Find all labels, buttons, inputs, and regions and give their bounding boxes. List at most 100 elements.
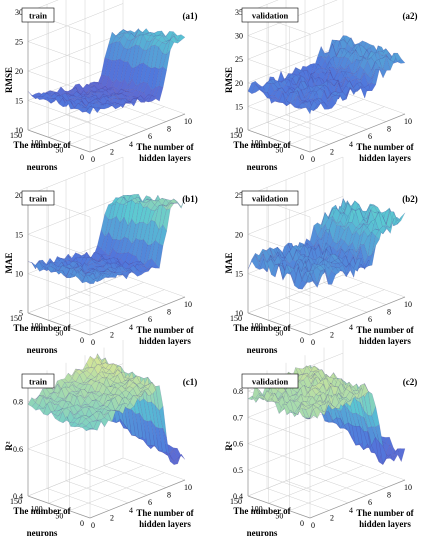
z-tick-label: 35 [235,8,243,17]
y-tick-label: 0 [80,336,84,345]
y-axis-label: neurons [247,345,278,355]
y-tick-label: 150 [10,314,22,323]
axis-h [309,296,406,336]
legend-label: train [29,194,47,204]
axis-n [247,495,311,519]
y-tick-label: 100 [31,504,43,513]
y-axis-label: The number of [233,323,291,333]
z-tick-label: 30 [235,32,243,41]
z-tick-label: 15 [15,230,23,239]
z-tick-label: 0.4 [233,492,243,501]
x-tick-label: 4 [349,506,353,515]
box-edges-b1 [27,195,186,336]
legend-label: validation [252,194,289,204]
y-tick-label: 50 [55,146,63,155]
panel-tag: (a1) [183,11,198,21]
y-axis-label: neurons [247,528,278,538]
legend-label: validation [252,11,289,21]
x-tick-label: 4 [129,506,133,515]
box-edges-a1 [27,12,186,153]
surface-a1 [27,28,186,115]
y-tick-label: 150 [230,497,242,506]
x-tick-label: 10 [404,483,412,492]
z-tick-label: 15 [235,270,243,279]
x-tick-label: 2 [110,330,114,339]
x-tick-label: 0 [91,338,95,347]
z-axis-label: RMSE [224,67,234,93]
panel-tag: (a2) [403,11,418,21]
legend-label: train [29,377,47,387]
z-tick-label: 15 [15,97,23,106]
y-tick-label: 0 [300,153,304,162]
surface-facet [378,211,387,228]
surface-facet [397,58,406,64]
panel-tag: (c1) [183,377,198,387]
x-tick-label: 0 [311,521,315,530]
x-axis-label: The number of [356,508,414,518]
box-edges-c2 [247,378,406,519]
y-tick-label: 50 [275,512,283,521]
axis-n [27,129,91,153]
y-tick-label: 150 [10,497,22,506]
x-tick-label: 2 [110,513,114,522]
x-tick-label: 2 [330,330,334,339]
y-axis-label: The number of [233,506,291,516]
x-tick-label: 8 [387,491,391,500]
y-tick-label: 100 [251,504,263,513]
legend-box [241,373,299,389]
z-tick-label: 25 [235,55,243,64]
y-axis-label: neurons [247,162,278,172]
surface-facet [397,448,406,463]
y-axis-label: neurons [27,528,58,538]
y-tick-label: 150 [10,131,22,140]
axis-h [309,113,406,153]
legend-box [241,190,299,206]
y-tick-label: 100 [31,138,43,147]
surface-facet [153,30,163,40]
legend-box [21,190,55,206]
surface-facet [177,197,186,209]
surface-facet [123,29,131,32]
grid-c2 [247,340,406,519]
y-tick-label: 100 [251,138,263,147]
x-tick-label: 6 [148,315,152,324]
z-tick-label: 20 [235,230,243,239]
z-tick-label: 0.5 [233,466,243,475]
surface-facet [165,31,174,41]
z-tick-label: 10 [235,309,243,318]
surface-facet [130,193,139,200]
z-axis-label: MAE [224,253,234,274]
box-edges-a2 [247,12,406,153]
z-tick-label: 10 [15,126,23,135]
x-tick-label: 8 [387,308,391,317]
z-tick-label: 25 [15,38,23,47]
z-tick-label: 0.6 [13,445,23,454]
panel-tag: (c2) [403,377,418,387]
z-axis-label: RMSE [4,67,14,93]
z-tick-label: 15 [235,102,243,111]
x-tick-label: 0 [311,155,315,164]
x-tick-label: 4 [349,323,353,332]
box-edges-c1 [27,378,186,519]
x-axis-label: hidden layers [139,519,191,529]
z-tick-label: 0.4 [13,492,23,501]
x-axis-label: The number of [356,142,414,152]
x-tick-label: 8 [167,308,171,317]
axis-n [247,129,311,153]
x-tick-label: 6 [148,498,152,507]
y-tick-label: 150 [230,131,242,140]
z-tick-label: 10 [15,270,23,279]
z-tick-label: 10 [235,126,243,135]
x-tick-label: 6 [368,315,372,324]
panel-tag: (b1) [182,194,198,204]
y-tick-label: 100 [251,321,263,330]
y-axis-label: The number of [13,506,71,516]
z-tick-label: 0.8 [233,387,243,396]
y-tick-label: 0 [300,519,304,528]
y-axis-label: The number of [13,323,71,333]
x-tick-label: 2 [330,147,334,156]
y-tick-label: 0 [80,519,84,528]
